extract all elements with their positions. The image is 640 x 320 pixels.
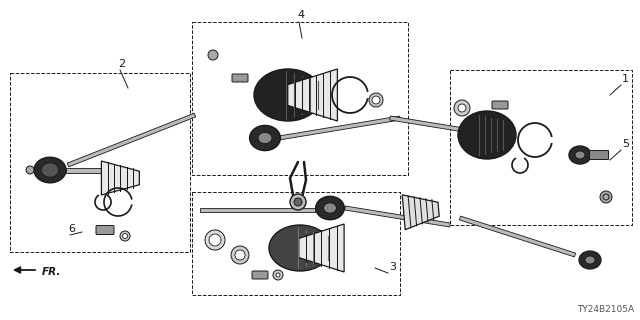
Ellipse shape: [458, 111, 516, 159]
Text: 3: 3: [389, 262, 396, 272]
Circle shape: [603, 194, 609, 200]
Circle shape: [205, 230, 225, 250]
Circle shape: [235, 250, 245, 260]
Polygon shape: [200, 208, 315, 212]
Ellipse shape: [34, 157, 66, 183]
Text: 2: 2: [118, 59, 125, 69]
Ellipse shape: [41, 163, 59, 177]
FancyBboxPatch shape: [492, 101, 508, 109]
Circle shape: [372, 96, 380, 104]
Ellipse shape: [258, 132, 272, 144]
FancyBboxPatch shape: [589, 150, 609, 159]
Circle shape: [276, 273, 280, 277]
Polygon shape: [345, 206, 451, 227]
Ellipse shape: [585, 256, 595, 264]
Circle shape: [231, 246, 249, 264]
Circle shape: [290, 194, 306, 210]
Text: TY24B2105A: TY24B2105A: [577, 305, 634, 314]
Text: 5: 5: [622, 139, 629, 149]
Polygon shape: [390, 116, 465, 132]
FancyBboxPatch shape: [96, 226, 114, 235]
Ellipse shape: [569, 146, 591, 164]
Circle shape: [273, 270, 283, 280]
Ellipse shape: [316, 196, 344, 220]
Circle shape: [26, 166, 34, 174]
Polygon shape: [101, 161, 140, 195]
Polygon shape: [299, 224, 344, 272]
Ellipse shape: [254, 69, 322, 121]
Circle shape: [458, 104, 466, 112]
Ellipse shape: [250, 125, 280, 151]
Text: 1: 1: [622, 74, 629, 84]
Polygon shape: [460, 216, 575, 257]
Polygon shape: [402, 195, 439, 230]
Circle shape: [294, 198, 302, 206]
Text: FR.: FR.: [42, 267, 61, 277]
FancyBboxPatch shape: [232, 74, 248, 82]
Circle shape: [454, 100, 470, 116]
Polygon shape: [288, 69, 337, 121]
Circle shape: [600, 191, 612, 203]
Circle shape: [209, 234, 221, 246]
Circle shape: [122, 234, 127, 238]
Circle shape: [120, 231, 130, 241]
Polygon shape: [66, 167, 105, 172]
Polygon shape: [278, 116, 401, 140]
Ellipse shape: [579, 251, 601, 269]
FancyBboxPatch shape: [252, 271, 268, 279]
Ellipse shape: [269, 225, 331, 271]
Text: 6: 6: [68, 224, 75, 234]
Polygon shape: [67, 113, 196, 167]
Text: 4: 4: [297, 10, 304, 20]
Ellipse shape: [323, 203, 337, 213]
Circle shape: [369, 93, 383, 107]
Ellipse shape: [575, 151, 585, 159]
Circle shape: [208, 50, 218, 60]
